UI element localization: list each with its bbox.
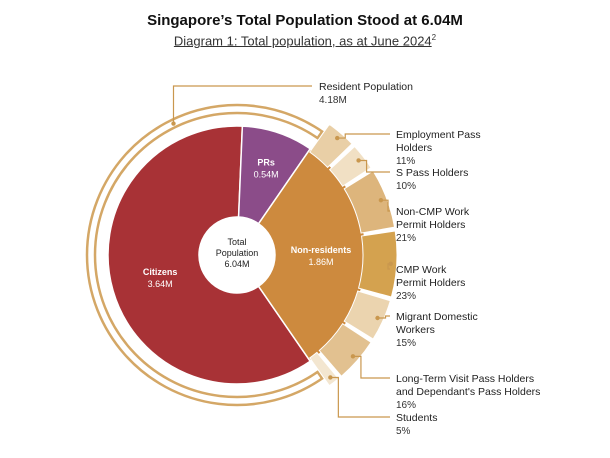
breakdown-label-3: Permit Holders <box>396 219 465 231</box>
non-residents-label: Non-residents <box>291 245 352 255</box>
leader-line-2 <box>358 159 390 173</box>
chart-subtitle: Diagram 1: Total population, as at June … <box>0 33 610 48</box>
subtitle-text: Diagram 1: Total population, as at June … <box>173 33 432 49</box>
prs-label: PRs <box>257 158 275 168</box>
breakdown-pct-1: 11% <box>396 156 415 167</box>
breakdown-segment-4 <box>357 230 398 298</box>
breakdown-segment-5 <box>343 290 391 340</box>
leader-dot-6 <box>350 354 356 359</box>
resident-leader-line <box>172 85 312 124</box>
non-residents-value: 1.86M <box>308 257 333 267</box>
resident-population-ring <box>85 103 324 407</box>
resident-population-label: Resident Population <box>319 81 413 93</box>
resident-population-value: 4.18M <box>319 95 347 106</box>
breakdown-pct-4: 23% <box>396 291 416 302</box>
leader-line-6 <box>352 355 390 379</box>
breakdown-pct-5: 15% <box>396 338 416 349</box>
breakdown-pct-2: 10% <box>396 181 416 192</box>
breakdown-label-5: Workers <box>396 324 435 336</box>
center-hole <box>199 217 275 293</box>
citizens-label: Citizens <box>143 267 178 277</box>
center-label-line1: Total <box>227 237 246 247</box>
breakdown-label-2: S Pass Holders <box>396 167 468 179</box>
breakdown-label-7: Students <box>396 412 437 424</box>
breakdown-pct-7: 5% <box>396 426 411 437</box>
breakdown-pct-6: 16% <box>396 400 416 411</box>
prs-value: 0.54M <box>254 170 279 180</box>
leader-line-3 <box>380 199 390 212</box>
leader-dot-3 <box>378 197 384 203</box>
breakdown-segment-1 <box>309 123 353 169</box>
chart-title: Singapore’s Total Population Stood at 6.… <box>147 12 463 29</box>
breakdown-segment-2 <box>328 145 372 187</box>
breakdown-label-6: Long-Term Visit Pass Holders <box>396 373 534 385</box>
citizens-value: 3.64M <box>148 279 173 289</box>
breakdown-label-6: and Dependant's Pass Holders <box>396 386 540 398</box>
leader-dot-2 <box>356 158 361 163</box>
leader-dot-7 <box>328 375 333 380</box>
leader-line-5 <box>377 315 390 319</box>
subtitle-footnote-ref: 2 <box>431 33 437 42</box>
leader-line-1 <box>337 133 390 139</box>
breakdown-label-4: CMP Work <box>396 264 447 276</box>
breakdown-pct-3: 21% <box>396 233 416 244</box>
breakdown-label-4: Permit Holders <box>396 277 465 289</box>
breakdown-label-1: Employment Pass <box>396 129 481 141</box>
resident-leader-dot <box>171 121 176 126</box>
center-value: 6.04M <box>224 259 249 269</box>
breakdown-segment-6 <box>318 323 372 377</box>
leader-line-7 <box>330 376 390 418</box>
leader-dot-5 <box>375 315 380 321</box>
leader-dot-4 <box>388 261 393 267</box>
center-label-line2: Population <box>216 248 259 258</box>
breakdown-label-3: Non-CMP Work <box>396 206 470 218</box>
breakdown-segment-3 <box>343 170 396 234</box>
breakdown-label-5: Migrant Domestic <box>396 311 478 323</box>
breakdown-label-1: Holders <box>396 142 432 154</box>
leader-dot-1 <box>335 135 340 141</box>
